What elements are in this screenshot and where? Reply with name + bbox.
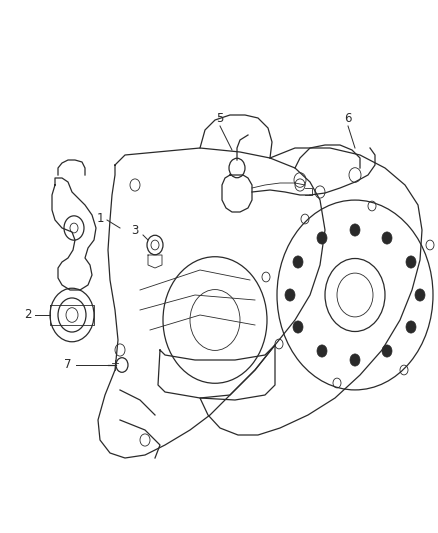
Circle shape xyxy=(415,289,425,301)
Circle shape xyxy=(382,345,392,357)
Text: 1: 1 xyxy=(96,212,104,224)
Circle shape xyxy=(350,354,360,366)
Circle shape xyxy=(293,256,303,268)
Circle shape xyxy=(350,224,360,236)
Circle shape xyxy=(293,321,303,333)
Circle shape xyxy=(317,232,327,244)
Text: 3: 3 xyxy=(131,223,139,237)
Circle shape xyxy=(406,321,416,333)
Text: 5: 5 xyxy=(216,111,224,125)
Text: 2: 2 xyxy=(24,309,32,321)
Circle shape xyxy=(382,232,392,244)
Text: 7: 7 xyxy=(64,359,72,372)
Circle shape xyxy=(285,289,295,301)
Circle shape xyxy=(406,256,416,268)
Text: 6: 6 xyxy=(344,111,352,125)
Circle shape xyxy=(317,345,327,357)
